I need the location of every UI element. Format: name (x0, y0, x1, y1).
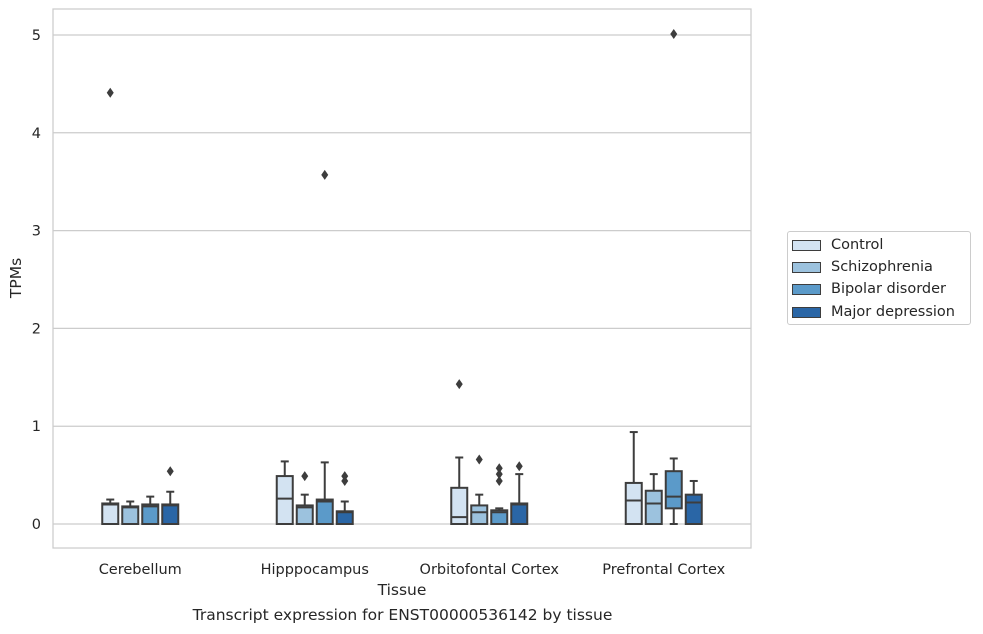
box-major-depression-1 (335, 471, 354, 526)
y-axis-label: TPMs (7, 258, 25, 299)
box-body (684, 493, 703, 526)
outlier-point-1 (495, 469, 503, 480)
box-bipolar-disorder-2 (490, 463, 509, 526)
outlier-point-0 (515, 461, 523, 472)
box-body (624, 481, 643, 526)
legend-item-schizophrenia: Schizophrenia (792, 257, 933, 277)
y-tick-label-0: 0 (32, 517, 41, 533)
box-body (470, 504, 489, 525)
outlier-point-0 (106, 87, 114, 98)
box-body (101, 502, 120, 526)
x-tick-labels: Cerebellum Hipppocampus Orbitofontal Corte… (99, 562, 726, 578)
box-control-0 (101, 87, 120, 526)
y-tick-label-4: 4 (32, 126, 41, 142)
box-schizophrenia-3 (644, 473, 663, 525)
legend-label-schizophrenia: Schizophrenia (831, 259, 933, 275)
outlier-point-2 (495, 463, 503, 474)
box-body (121, 505, 140, 525)
box-bipolar-disorder-3 (664, 29, 683, 525)
box-major-depression-2 (510, 461, 529, 526)
legend-swatch-control (792, 239, 821, 251)
legend-swatch-schizophrenia (792, 261, 821, 273)
box-body (490, 509, 509, 526)
y-tick-label-3: 3 (32, 224, 41, 240)
outlier-point-0 (670, 29, 678, 40)
box-major-depression-0 (161, 466, 180, 526)
box-body (315, 498, 334, 525)
box-bipolar-disorder-1 (315, 169, 334, 525)
x-tick-label-1: Hipppocampus (261, 562, 369, 578)
x-tick-label-2: Orbitofontal Cortex (420, 562, 560, 578)
box-body (275, 475, 294, 526)
legend-swatch-bipolar-disorder (792, 283, 821, 295)
box-body (664, 470, 683, 510)
legend-label-major-depression: Major depression (831, 304, 955, 320)
box-schizophrenia-2 (470, 454, 489, 525)
x-tick-label-3: Prefrontal Cortex (602, 562, 725, 578)
box-control-2 (450, 379, 469, 525)
box-groups (101, 29, 703, 526)
x-tick-label-0: Cerebellum (99, 562, 182, 578)
box-major-depression-3 (684, 479, 703, 526)
plot-area-frame (52, 8, 752, 549)
legend-item-major-depression: Major depression (792, 302, 955, 322)
outlier-point-1 (341, 471, 349, 482)
box-control-1 (275, 460, 294, 526)
box-body (644, 489, 663, 525)
y-tick-label-2: 2 (32, 321, 41, 337)
legend-label-control: Control (831, 237, 884, 253)
outlier-point-0 (301, 471, 309, 482)
outlier-point-0 (321, 169, 329, 180)
y-tick-labels: 0 1 2 3 4 5 (32, 28, 41, 533)
box-body (161, 503, 180, 526)
box-control-3 (624, 431, 643, 526)
box-body (295, 504, 314, 525)
legend-label-bipolar-disorder: Bipolar disorder (831, 281, 946, 297)
box-body (510, 502, 529, 526)
outlier-point-0 (455, 379, 463, 390)
y-tick-label-1: 1 (32, 419, 41, 435)
y-tick-label-5: 5 (32, 28, 41, 44)
box-schizophrenia-0 (121, 500, 140, 525)
legend-swatch-major-depression (792, 306, 821, 318)
legend-item-bipolar-disorder: Bipolar disorder (792, 279, 946, 299)
outlier-point-0 (495, 475, 503, 486)
box-schizophrenia-1 (295, 471, 314, 525)
chart-caption: Transcript expression for ENST0000053614… (192, 606, 613, 624)
box-body (450, 486, 469, 525)
box-body (141, 503, 160, 526)
x-axis-label: Tissue (377, 581, 427, 599)
grid-lines (53, 34, 751, 525)
box-bipolar-disorder-0 (141, 495, 160, 526)
outlier-point-0 (475, 454, 483, 465)
legend-item-control: Control (792, 235, 883, 255)
outlier-point-0 (166, 466, 174, 477)
legend: Control Schizophrenia Bipolar disorder M… (787, 231, 971, 325)
